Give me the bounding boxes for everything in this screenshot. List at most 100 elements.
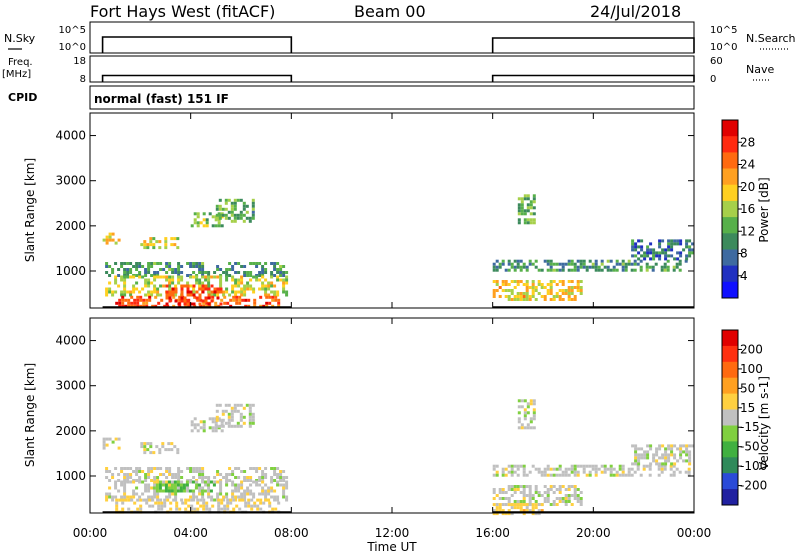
echo-cell (192, 498, 196, 502)
echo-cell (219, 281, 223, 285)
echo-cell (685, 242, 689, 246)
echo-cell (132, 495, 136, 499)
echo-cell (606, 268, 610, 272)
echo-cell (285, 290, 289, 294)
echo-cell (588, 464, 592, 468)
echo-cell (579, 464, 583, 468)
echo-cell (492, 268, 496, 272)
echo-cell (151, 504, 155, 508)
echo-cell (219, 492, 223, 496)
echo-cell (495, 283, 499, 286)
echo-cell (186, 281, 190, 285)
echo-cell (265, 301, 269, 305)
echo-cell (169, 501, 173, 505)
freq-line (101, 74, 293, 82)
echo-cell (658, 251, 662, 255)
echo-cell (274, 295, 278, 299)
echo-cell (655, 462, 659, 466)
echo-cell (204, 275, 208, 279)
echo-cell (174, 284, 178, 288)
echo-cell (642, 467, 646, 471)
echo-cell (273, 268, 277, 271)
echo-cell (519, 295, 523, 298)
echo-cell (634, 462, 638, 466)
echo-cell (186, 302, 190, 306)
echo-cell (171, 492, 175, 496)
echo-cell (126, 275, 130, 279)
echo-cell (165, 271, 169, 274)
echo-cell (153, 495, 157, 499)
echo-cell (573, 488, 577, 491)
echo-cell (150, 486, 154, 490)
echo-cell (267, 284, 271, 288)
echo-cell (549, 292, 553, 295)
echo-cell (285, 486, 289, 490)
echo-cell (507, 509, 511, 513)
echo-cell (276, 480, 280, 484)
echo-cell (579, 265, 583, 269)
echo-cell (640, 447, 644, 451)
echo-cell (573, 298, 577, 301)
echo-cell (171, 476, 175, 479)
echo-cell (108, 479, 112, 482)
echo-cell (165, 302, 169, 306)
y-tick-label: 1000 (55, 264, 86, 278)
echo-cell (234, 476, 238, 479)
echo-cell (196, 298, 200, 302)
echo-cell (525, 295, 529, 298)
echo-cell (631, 444, 635, 448)
echo-cell (205, 501, 209, 505)
echo-cell (685, 459, 689, 463)
echo-cell (669, 473, 673, 477)
echo-cell (264, 262, 268, 265)
echo-cell (255, 483, 259, 487)
echo-cell (180, 299, 184, 303)
echo-cell (639, 268, 643, 272)
echo-cell (189, 275, 193, 279)
echo-cell (567, 488, 571, 491)
echo-cell (255, 278, 259, 282)
echo-cell (252, 290, 256, 294)
echo-cell (192, 492, 196, 496)
velocity-x-ticks (89, 318, 695, 513)
echo-cell (230, 412, 234, 416)
echo-cell (166, 498, 170, 502)
echo-cell (153, 290, 157, 294)
echo-cell (603, 467, 607, 471)
echo-cell (219, 473, 223, 476)
echo-cell (158, 240, 162, 244)
echo-cell (532, 402, 536, 406)
echo-cell (226, 501, 230, 505)
echo-cell (147, 290, 151, 294)
echo-cell (146, 246, 150, 250)
echo-cell (190, 507, 194, 511)
echo-cell (567, 485, 571, 488)
echo-cell (180, 271, 184, 274)
echo-cell (218, 198, 222, 202)
echo-cell (168, 275, 172, 279)
echo-cell (126, 495, 130, 499)
echo-cell (130, 301, 134, 305)
echo-cell (672, 473, 676, 477)
echo-cell (176, 451, 180, 455)
echo-cell (189, 470, 193, 473)
echo-cell (528, 503, 532, 507)
echo-cell (164, 237, 168, 241)
echo-cell (163, 498, 167, 502)
echo-cell (501, 259, 505, 263)
echo-cell (249, 271, 253, 274)
echo-cell (205, 301, 209, 305)
echo-cell (522, 497, 526, 500)
echo-cell (121, 298, 125, 302)
echo-cell (159, 275, 163, 279)
echo-cell (243, 492, 247, 496)
echo-cell (552, 500, 556, 503)
echo-cell (492, 491, 496, 494)
echo-cell (685, 447, 689, 451)
echo-cell (170, 489, 174, 493)
echo-cell (561, 500, 565, 503)
echo-cell (567, 280, 571, 283)
echo-cell (510, 464, 514, 468)
